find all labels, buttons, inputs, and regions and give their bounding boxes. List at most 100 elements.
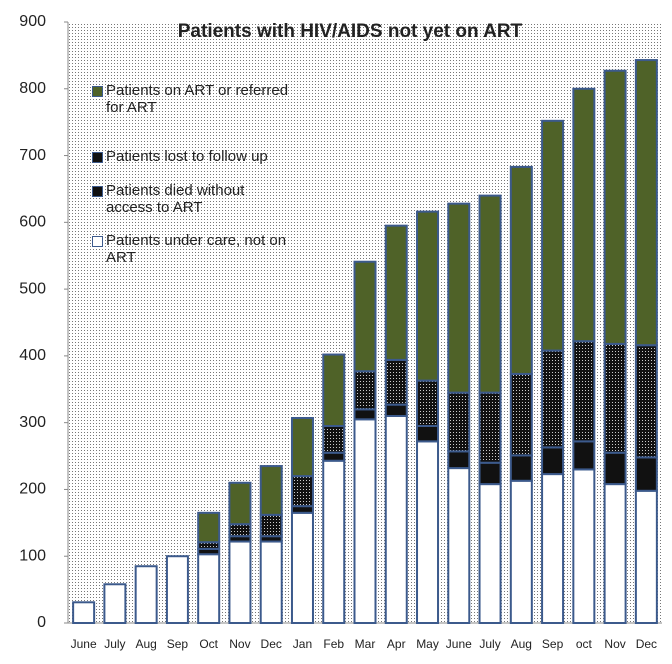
- legend-label: Patients under care, not on ART: [106, 232, 287, 266]
- x-tick-label: Dec: [261, 637, 282, 651]
- bar-segment: [572, 468, 596, 624]
- bar-segment: [228, 523, 252, 538]
- bar-segment: [290, 511, 314, 624]
- x-tick-label: Jan: [293, 637, 312, 651]
- bar-segment: [353, 408, 377, 421]
- bar-segment: [353, 260, 377, 373]
- x-tick-label: Nov: [604, 637, 625, 651]
- bar-segment: [72, 601, 96, 624]
- bar-segment: [603, 483, 627, 625]
- bar-segment: [353, 370, 377, 411]
- x-tick-label: Feb: [323, 637, 344, 651]
- x-tick-label: Aug: [511, 637, 532, 651]
- bar-segment: [509, 454, 533, 482]
- x-tick-label: Sep: [542, 637, 564, 651]
- bar-segment: [572, 440, 596, 471]
- bar-segment: [322, 451, 346, 462]
- bar-segment: [134, 565, 158, 625]
- bar-segment: [322, 459, 346, 625]
- legend-item: Patients on ART or referred for ART: [92, 82, 292, 116]
- x-tick-label: May: [416, 637, 439, 651]
- legend-swatch: [92, 86, 103, 97]
- bar-segment: [634, 344, 658, 459]
- bar-segment: [228, 481, 252, 526]
- bar-segment: [541, 473, 565, 624]
- bar-segment: [384, 358, 408, 406]
- legend-label: Patients on ART or referred for ART: [106, 82, 289, 116]
- bar-segment: [259, 513, 283, 538]
- bar-segment: [634, 59, 658, 347]
- bar-segment: [259, 540, 283, 625]
- x-tick-label: Nov: [229, 637, 250, 651]
- bar-segment: [322, 353, 346, 428]
- bar-segment: [384, 224, 408, 361]
- bar-segment: [197, 511, 221, 544]
- x-tick-label: Sep: [167, 637, 189, 651]
- legend-item: Patients lost to follow up: [92, 148, 292, 165]
- y-tick-label: 300: [19, 414, 46, 431]
- legend-label: Patients lost to follow up: [106, 148, 268, 165]
- bar-segment: [447, 202, 471, 394]
- x-tick-label: July: [104, 637, 125, 651]
- x-tick-label: June: [446, 637, 472, 651]
- y-tick-label: 100: [19, 547, 46, 564]
- bar-segment: [541, 446, 565, 476]
- bar-segment: [572, 340, 596, 443]
- y-tick-label: 0: [37, 614, 46, 631]
- y-tick-label: 800: [19, 80, 46, 97]
- legend-item: Patients under care, not on ART: [92, 232, 292, 266]
- y-tick-label: 900: [19, 13, 46, 30]
- y-tick-label: 400: [19, 347, 46, 364]
- bar-segment: [447, 450, 471, 470]
- bar-segment: [572, 87, 596, 343]
- legend-swatch: [92, 186, 103, 197]
- bar-segment: [290, 416, 314, 478]
- bar-segment: [447, 391, 471, 453]
- x-tick-label: Oct: [199, 637, 218, 651]
- y-tick-label: 700: [19, 147, 46, 164]
- bar-segment: [541, 349, 565, 449]
- bar-segment: [197, 553, 221, 624]
- x-tick-label: Mar: [355, 637, 376, 651]
- bar-segment: [634, 489, 658, 624]
- bar-segment: [541, 119, 565, 352]
- bar-segment: [478, 194, 502, 394]
- bar-segment: [228, 540, 252, 625]
- bar-segment: [603, 451, 627, 486]
- x-tick-label: oct: [576, 637, 593, 651]
- x-tick-label: Dec: [636, 637, 657, 651]
- bar-segment: [603, 69, 627, 345]
- legend-swatch: [92, 236, 103, 247]
- bar-segment: [416, 210, 440, 382]
- x-tick-label: July: [479, 637, 500, 651]
- chart-title: Patients with HIV/AIDS not yet on ART: [178, 21, 523, 42]
- bar-segment: [478, 391, 502, 464]
- bar-segment: [509, 165, 533, 375]
- bar-segment: [478, 461, 502, 486]
- bar-segment: [322, 425, 346, 454]
- bar-segment: [634, 456, 658, 492]
- bar-segment: [165, 555, 189, 625]
- legend-label: Patients died without access to ART: [106, 182, 245, 216]
- bar-segment: [290, 505, 314, 514]
- bar-segment: [197, 541, 221, 550]
- bar-segment: [103, 583, 127, 624]
- bar-segment: [509, 479, 533, 624]
- x-tick-label: June: [71, 637, 97, 651]
- bar-segment: [353, 418, 377, 625]
- bar-segment: [290, 475, 314, 508]
- y-tick-label: 600: [19, 214, 46, 231]
- legend-swatch: [92, 152, 103, 163]
- legend-item: Patients died without access to ART: [92, 182, 292, 216]
- y-tick-label: 500: [19, 280, 46, 297]
- bar-segment: [416, 440, 440, 624]
- bar-segment: [447, 467, 471, 624]
- x-tick-label: Aug: [135, 637, 156, 651]
- x-tick-label: Apr: [387, 637, 406, 651]
- y-tick-label: 200: [19, 481, 46, 498]
- bar-segment: [384, 403, 408, 417]
- bar-segment: [603, 342, 627, 454]
- bar-segment: [259, 465, 283, 516]
- bar-segment: [384, 414, 408, 624]
